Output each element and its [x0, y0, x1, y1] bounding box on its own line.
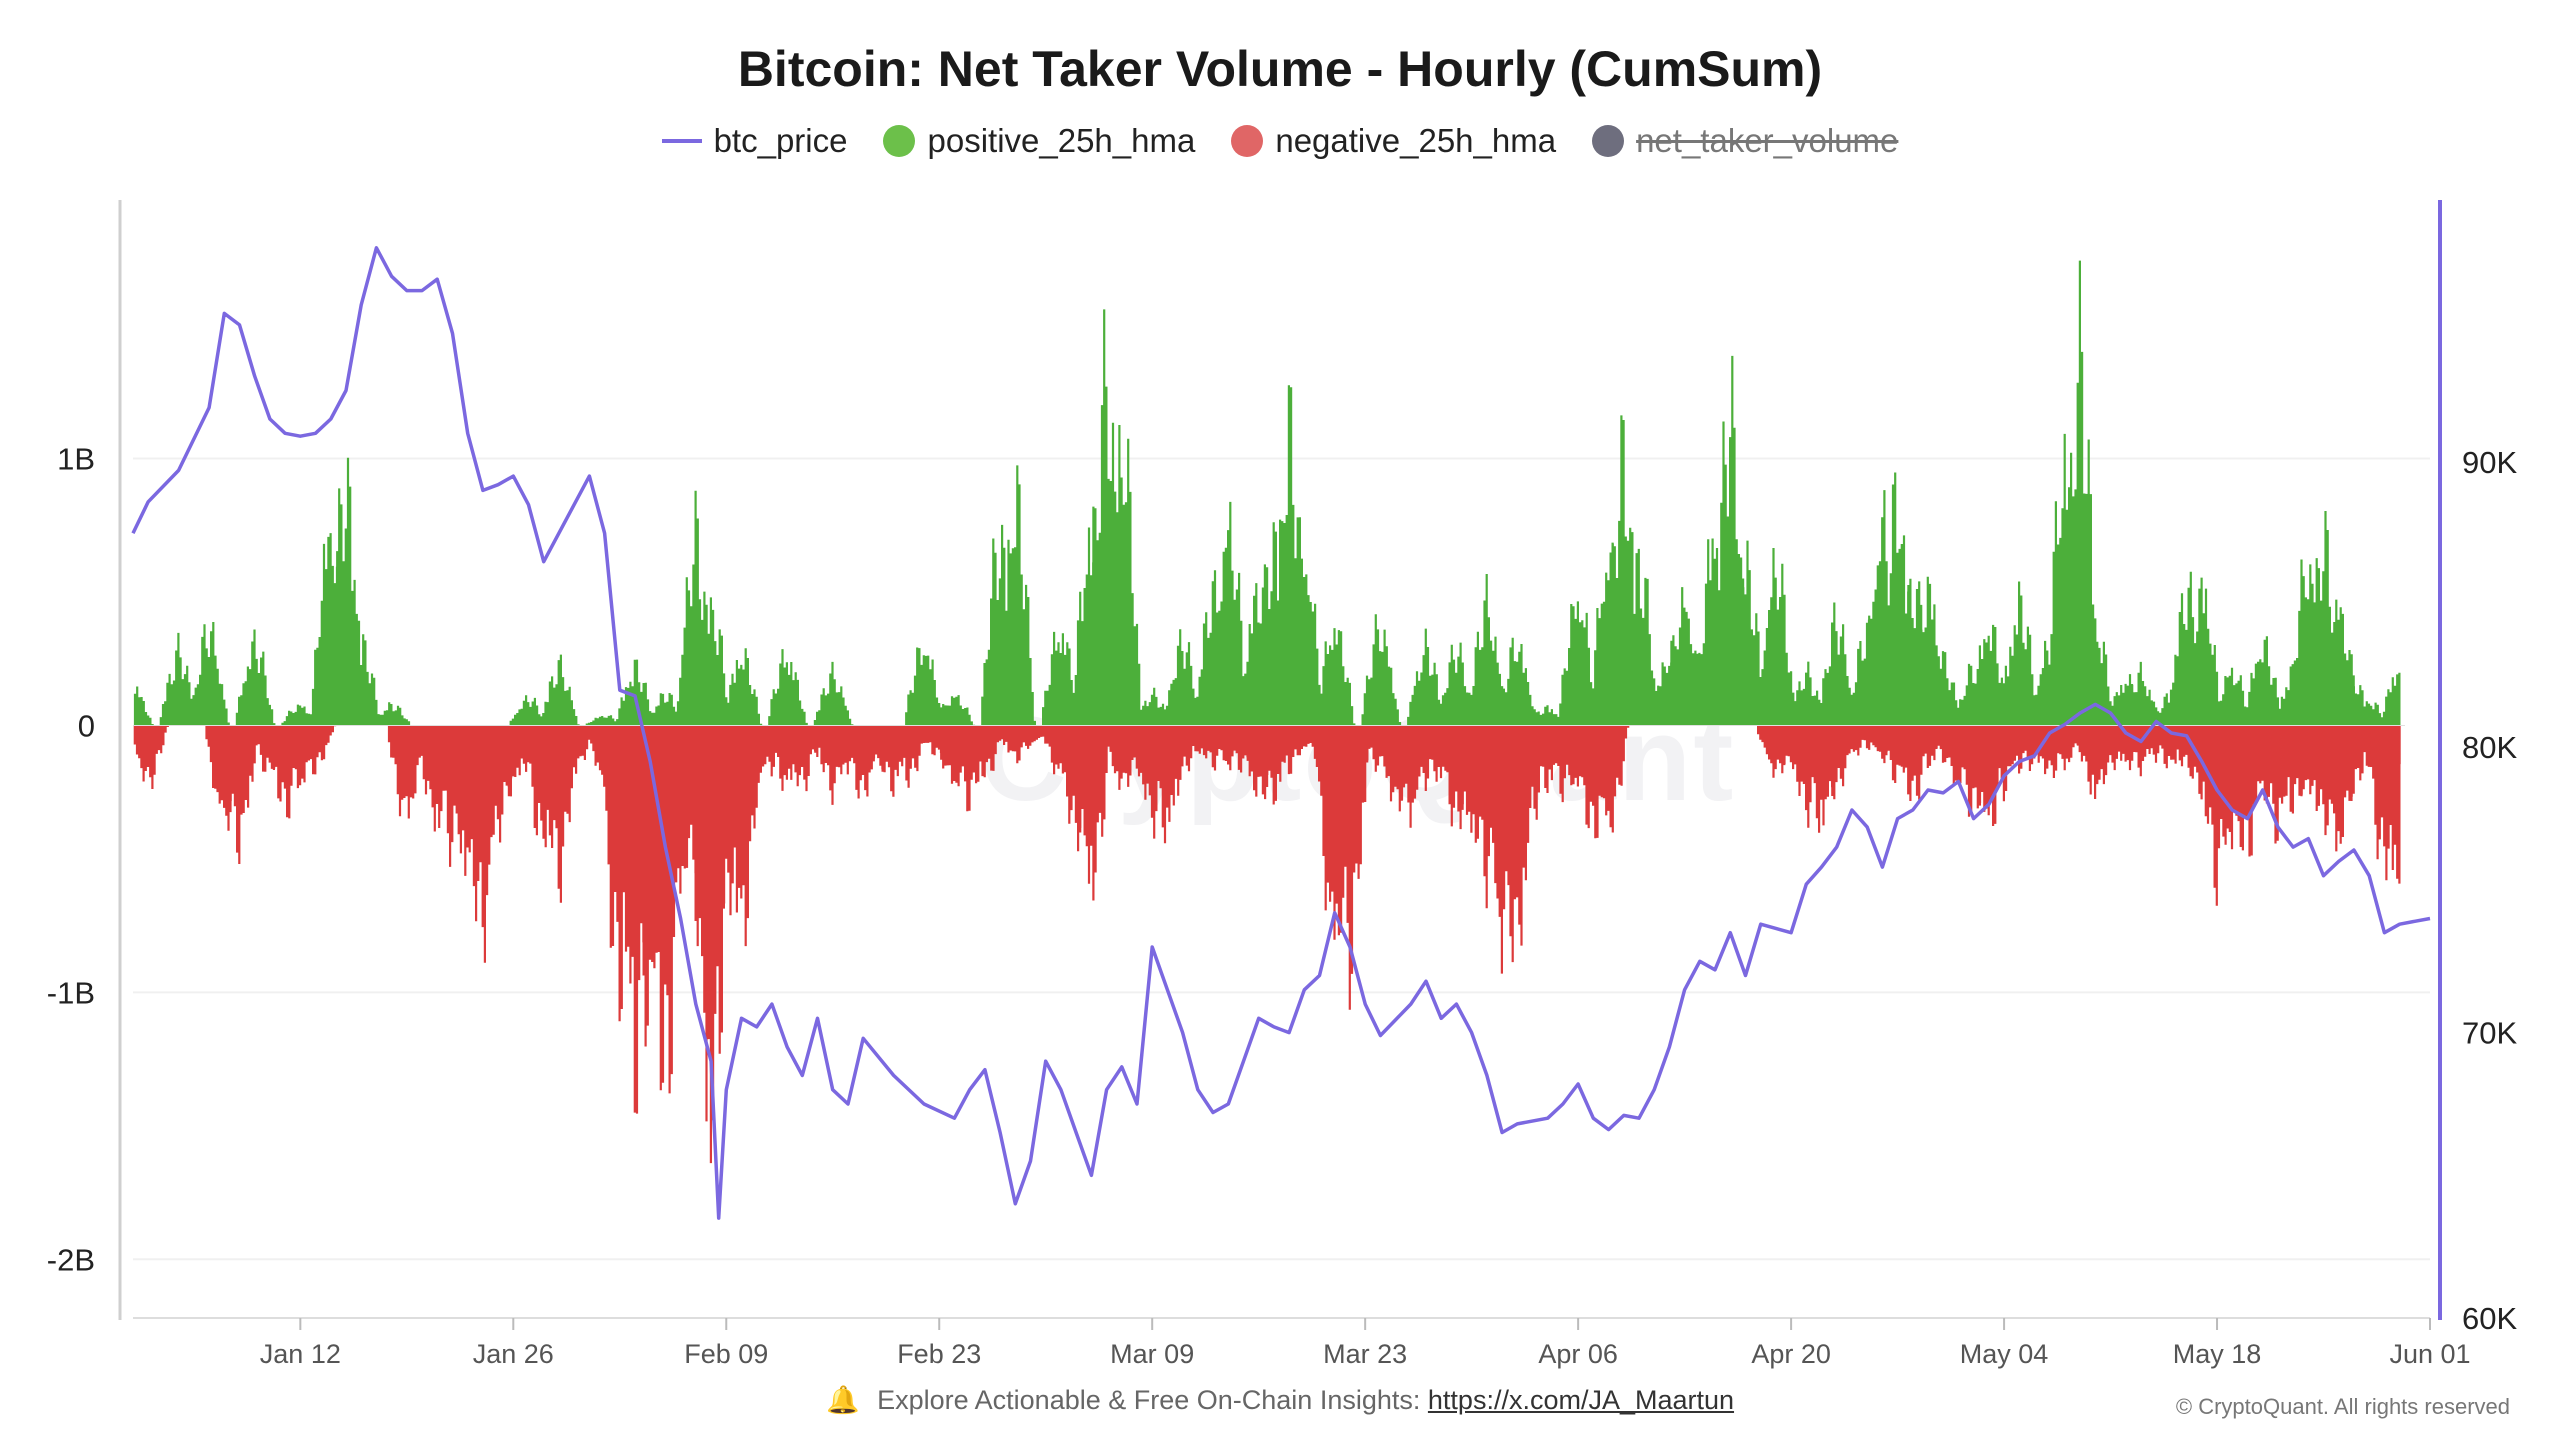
x-tick-label: Jan 26 [473, 1339, 554, 1369]
dot-marker-icon [1231, 125, 1264, 157]
legend-item-positive-25h-hma[interactable]: positive_25h_hma [883, 122, 1195, 160]
x-tick-label: Mar 09 [1110, 1339, 1194, 1369]
x-tick-label: May 18 [2173, 1339, 2262, 1369]
legend-item-net-taker-volume[interactable]: net_taker_volume [1592, 122, 1898, 160]
y-right-tick-label: 60K [2462, 1301, 2517, 1336]
x-tick-label: Mar 23 [1323, 1339, 1407, 1369]
legend-label: negative_25h_hma [1275, 122, 1557, 159]
positive-25h-hma-bars [133, 260, 2401, 726]
y-left-tick-label: -1B [47, 975, 95, 1010]
y-right-tick-label: 70K [2462, 1016, 2517, 1051]
legend-label: btc_price [713, 122, 848, 159]
x-tick-label: Apr 20 [1751, 1339, 1831, 1369]
x-tick-label: Jun 01 [2389, 1339, 2470, 1369]
negative-25h-hma-bars [133, 725, 2401, 1164]
x-tick-label: Feb 23 [897, 1339, 981, 1369]
btc-price-line [131, 246, 2431, 1220]
y-left-tick-label: 0 [78, 708, 95, 743]
dot-marker-icon [1592, 125, 1625, 157]
legend-label: net_taker_volume [1636, 122, 1899, 159]
footer-text: Explore Actionable & Free On-Chain Insig… [877, 1385, 1421, 1415]
x-tick-label: Feb 09 [684, 1339, 768, 1369]
legend-item-negative-25h-hma[interactable]: negative_25h_hma [1231, 122, 1556, 160]
x-tick-label: Apr 06 [1538, 1339, 1618, 1369]
y-right-tick-label: 90K [2462, 445, 2517, 480]
copyright-notice: © CryptoQuant. All rights reserved [2175, 1394, 2510, 1419]
legend: btc_price positive_25h_hma negative_25h_… [0, 122, 2560, 160]
legend-label: positive_25h_hma [927, 122, 1196, 159]
footer-note: 🔔 Explore Actionable & Free On-Chain Ins… [0, 1384, 2560, 1416]
y-right-tick-label: 80K [2462, 730, 2517, 765]
line-marker-icon [661, 139, 702, 143]
bell-icon: 🔔 [825, 1385, 860, 1415]
x-tick-label: Jan 12 [260, 1339, 341, 1369]
chart-title: Bitcoin: Net Taker Volume - Hourly (CumS… [737, 41, 1823, 97]
x-tick-label: May 04 [1960, 1339, 2049, 1369]
legend-item-btc-price[interactable]: btc_price [661, 122, 848, 160]
y-left-tick-label: 1B [57, 442, 95, 477]
footer-link[interactable]: https://x.com/JA_Maartun [1427, 1385, 1735, 1415]
y-left-tick-label: -2B [47, 1242, 95, 1277]
dot-marker-icon [883, 125, 916, 157]
